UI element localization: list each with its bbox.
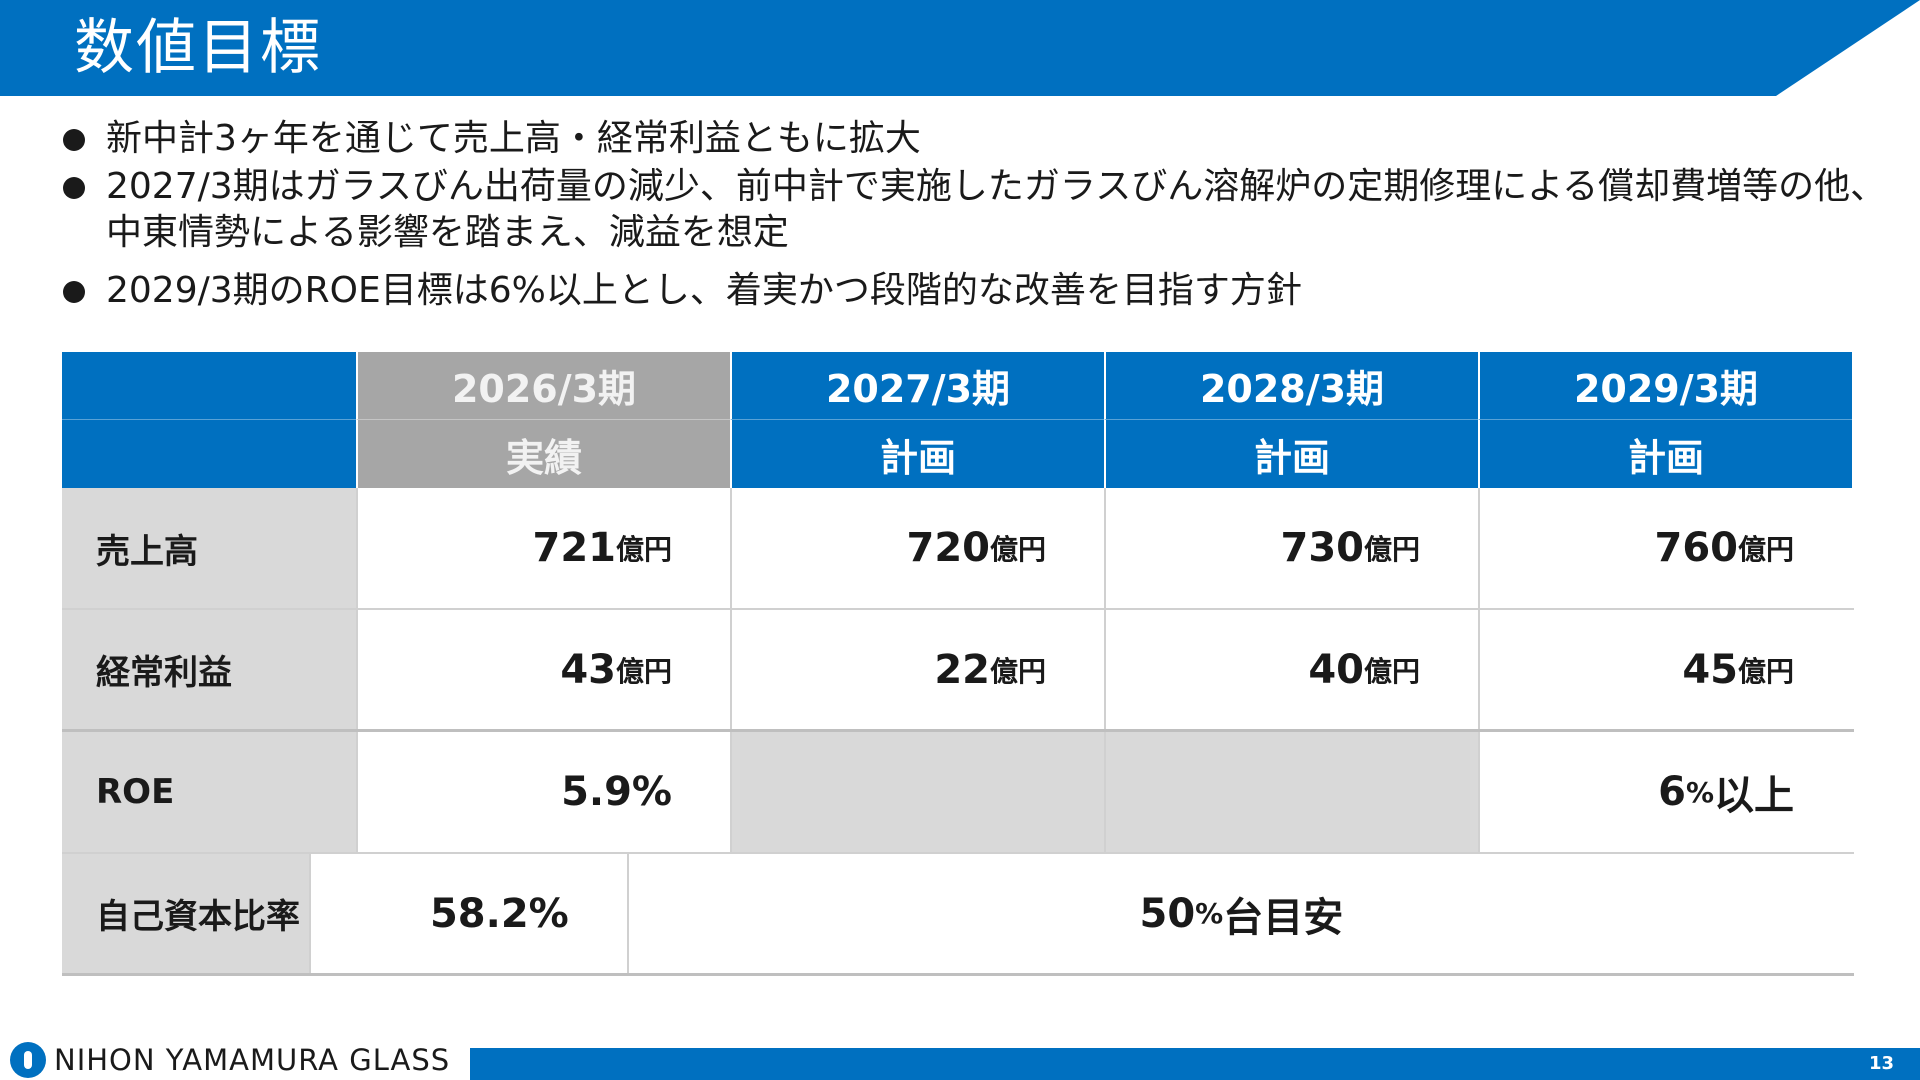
value-number: 6 [1658,769,1686,815]
header-period-2026: 2026/3期 [356,352,730,420]
title-banner-shape [0,0,1920,96]
bullet-dot-icon [63,281,85,303]
header-corner-cell [62,352,356,420]
value-cell: 760 億円 [1478,488,1852,608]
header-type-2029: 計画 [1478,420,1852,488]
value-unit: 億円 [1737,654,1794,688]
bullet-item: 2029/3期のROE目標は6%以上とし、着実かつ段階的な改善を目指す方針 [60,268,1900,314]
value-cell: 730 億円 [1104,488,1478,608]
value-number: 45 [1682,646,1738,693]
bullet-text: 2027/3期はガラスびん出荷量の減少、前中計で実施したガラスびん溶解炉の定期修… [106,166,1887,253]
value-cell: 22 億円 [730,610,1104,729]
value-unit: 億円 [989,533,1046,566]
header-period-2028: 2028/3期 [1104,352,1478,420]
value-cell: 40 億円 [1104,610,1478,729]
table-row-ordinary-profit: 経常利益 43 億円 22 億円 40 億円 45 億円 [62,610,1854,732]
value-number: 40 [1308,646,1364,693]
value-cell: 43 億円 [356,610,730,729]
bullet-item: 新中計3ヶ年を通じて売上高・経常利益ともに拡大 [60,116,1900,162]
table-header-row: 2026/3期 2027/3期 2028/3期 2029/3期 [62,352,1854,420]
value-number: 58.2% [429,890,569,937]
bullet-item: 2027/3期はガラスびん出荷量の減少、前中計で実施したガラスびん溶解炉の定期修… [60,164,1900,256]
table-row-roe: ROE 5.9% 6% 以上 [62,732,1854,854]
value-number: 760 [1654,525,1738,571]
page-title: 数値目標 [74,13,322,83]
value-unit: 億円 [989,654,1046,688]
header-period-2029: 2029/3期 [1478,352,1852,420]
row-label: 経常利益 [62,610,356,729]
table-row-equity-ratio: 自己資本比率 58.2% 50% 台目安 [62,854,1854,976]
title-banner: 数値目標 [0,0,1920,96]
row-label: 自己資本比率 [62,854,310,973]
empty-cell [1104,732,1478,852]
value-cell: 45 億円 [1478,610,1852,729]
value-unit: 億円 [615,533,672,566]
empty-cell [730,732,1104,852]
header-type-2027: 計画 [730,420,1104,488]
value-cell: 720 億円 [730,488,1104,608]
bullet-text: 新中計3ヶ年を通じて売上高・経常利益ともに拡大 [106,118,921,159]
value-unit: 億円 [1363,654,1420,688]
value-unit: % [1195,897,1224,930]
bullet-list: 新中計3ヶ年を通じて売上高・経常利益ともに拡大 2027/3期はガラスびん出荷量… [60,116,1900,314]
value-unit: 億円 [615,654,672,688]
header-period-2027: 2027/3期 [730,352,1104,420]
value-unit: 億円 [1737,533,1794,566]
company-logo-icon [10,1042,46,1078]
row-label: ROE [62,732,356,852]
value-cell: 6% 以上 [1478,732,1852,852]
value-cell: 721 億円 [356,488,730,608]
merged-value-cell: 50% 台目安 [626,854,1854,973]
bullet-dot-icon [63,129,85,151]
bullet-text: 2029/3期のROE目標は6%以上とし、着実かつ段階的な改善を目指す方針 [106,270,1302,311]
value-number: 721 [532,525,616,571]
page-number: 13 [1868,1053,1894,1074]
value-unit: % [1685,775,1714,809]
value-number: 22 [934,646,990,693]
table-row-sales: 売上高 721 億円 720 億円 730 億円 760 億円 [62,488,1854,610]
footer-bar: 13 [470,1048,1920,1080]
value-cell: 5.9% [356,732,730,852]
row-label: 売上高 [62,488,356,608]
value-suffix: 台目安 [1223,894,1344,941]
company-name: NIHON YAMAMURA GLASS [54,1043,451,1077]
value-cell: 58.2% [309,854,627,973]
company-logo: NIHON YAMAMURA GLASS [10,1042,450,1078]
header-corner-cell [62,420,356,488]
value-suffix: 以上 [1714,773,1794,819]
value-number: 43 [560,646,616,693]
header-type-2028: 計画 [1104,420,1478,488]
value-unit: 億円 [1363,533,1420,566]
value-number: 730 [1280,525,1364,571]
value-number: 50 [1139,890,1196,937]
targets-table: 2026/3期 2027/3期 2028/3期 2029/3期 実績 計画 計画… [62,352,1854,976]
value-number: 720 [906,525,990,571]
bullet-dot-icon [63,177,85,199]
value-number: 5.9% [561,769,672,815]
header-type-2026: 実績 [356,420,730,488]
table-header-row: 実績 計画 計画 計画 [62,420,1854,488]
